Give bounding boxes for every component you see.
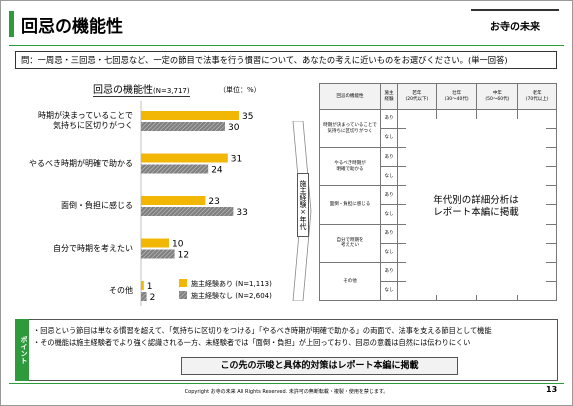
row-label: 時期が決まっていることで 気持ちに区切りがつく [319,108,381,149]
bullet: ・その機能は施主経験者でより強く認識される一方、未経験者では「面倒・負担」が上回… [33,338,471,347]
legend-label: 施主経験あり (N=1,113) [191,279,272,288]
experience-label: なし [380,280,398,302]
row-label: 自分で時期を 考えたい [319,223,381,263]
question: 問：一周忌・三回忌・七回忌など、一定の節目で法事を行う慣習について、あなたの考え… [15,51,557,69]
value-label: 30 [228,123,240,133]
table-header: 施主 経験 [380,83,398,110]
logo: お寺の未来 [471,9,559,43]
bar [141,111,239,120]
category-label: 面倒・負担に感じる [61,201,133,210]
table-row: 回忌の機能性 施主 経験 若年 (20代以下) 壮年 (30〜40代) 中年 (50〜6… [319,83,557,110]
row-label: やるべき時期が 明確で助かる [319,147,381,187]
legend-label: 施主経験なし (N=2,604) [191,291,272,300]
category-label: 自分で時期を考えたい [53,243,133,253]
value-label: 24 [211,166,223,176]
bar [141,122,225,131]
chart-title-wrap: 回忌の機能性(N=3,717) [93,81,190,97]
title-accent [9,11,14,37]
bullet: ・回忌という節目は単なる慣習を超えて、「気持ちに区切りをつける」「やるべき時期が… [33,326,492,335]
category-label: その他 [109,286,133,295]
point-label: ポイント [15,319,29,381]
bar [141,153,228,163]
table-header: 中年 (50〜60代) [476,83,519,110]
row-label: 面倒・負担に感じる [319,185,381,225]
page-number: 13 [546,385,558,394]
bar [141,207,234,216]
category-label: 時期が決まっていることで 気持ちに区切りがつく [37,111,133,130]
legend-swatch [179,291,187,299]
bar [141,249,175,259]
bar [141,238,169,248]
experience-label: あり [380,185,398,206]
banner: この先の示唆と具体的対策はレポート本編に掲載 [181,357,458,375]
value-label: 1 [147,282,153,292]
experience-label: あり [380,147,398,168]
bar [141,164,209,174]
experience-label: あり [380,261,398,282]
experience-label: なし [380,166,398,187]
chart-sample: (N=3,717) [153,87,190,95]
arrow-label: 施主経験×年代 [297,173,309,237]
table-header: 壮年 (30〜40代) [435,83,478,110]
value-label: 31 [231,155,242,165]
value-label: 12 [178,251,189,261]
value-label: 23 [208,197,219,207]
experience-label: あり [380,108,398,130]
value-label: 33 [236,208,247,218]
slide-title: 回忌の機能性 [21,17,123,37]
bar [141,196,206,205]
bar [141,281,144,290]
experience-label: なし [380,204,398,225]
legend-swatch [179,279,187,287]
bar [141,292,147,301]
point-bullets: ・回忌という節目は単なる慣習を超えて、「気持ちに区切りをつける」「やるべき時期が… [33,325,553,349]
table-overlay: 年代別の詳細分析は レポート本編に掲載 [406,119,546,295]
chart-title: 回忌の機能性 [93,85,153,96]
table-header: 回忌の機能性 [319,83,381,110]
experience-label: あり [380,223,398,244]
experience-label: なし [380,242,398,263]
divider [9,45,564,46]
row-label: その他 [319,261,381,302]
value-label: 2 [150,293,156,303]
footer-line [9,383,564,384]
value-label: 10 [172,240,184,250]
category-label: やるべき時期が明確で助かる [29,158,133,168]
table-header: 若年 (20代以下) [397,83,437,110]
unit: （単位：%） [219,86,261,94]
copyright: Copyright お寺の未来 All Rights Reserved. 未許可… [184,389,389,395]
value-label: 35 [242,112,253,122]
experience-label: なし [380,128,398,149]
table-header: 老年 (70代以上) [517,83,557,110]
